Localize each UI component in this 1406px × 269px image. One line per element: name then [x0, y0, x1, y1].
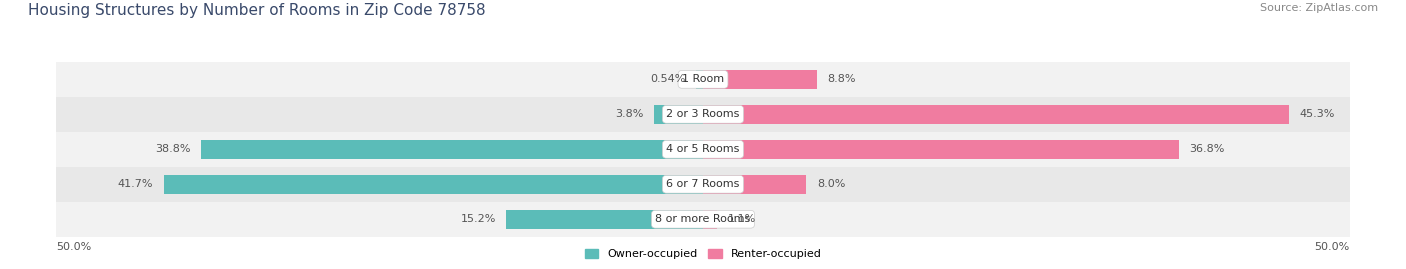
Bar	[703, 140, 1180, 159]
Bar	[56, 62, 1350, 97]
Bar	[654, 105, 703, 124]
Text: 4 or 5 Rooms: 4 or 5 Rooms	[666, 144, 740, 154]
Text: Source: ZipAtlas.com: Source: ZipAtlas.com	[1260, 3, 1378, 13]
Bar	[703, 105, 1289, 124]
Bar	[703, 210, 717, 229]
Text: 6 or 7 Rooms: 6 or 7 Rooms	[666, 179, 740, 189]
Text: 1 Room: 1 Room	[682, 74, 724, 84]
Bar	[163, 175, 703, 194]
Bar	[56, 97, 1350, 132]
Bar	[506, 210, 703, 229]
Bar	[201, 140, 703, 159]
Bar	[703, 70, 817, 89]
Text: Housing Structures by Number of Rooms in Zip Code 78758: Housing Structures by Number of Rooms in…	[28, 3, 485, 18]
Bar	[56, 202, 1350, 237]
Text: 1.1%: 1.1%	[727, 214, 756, 224]
Legend: Owner-occupied, Renter-occupied: Owner-occupied, Renter-occupied	[581, 244, 825, 263]
Bar	[696, 70, 703, 89]
Text: 8.0%: 8.0%	[817, 179, 845, 189]
Bar	[703, 175, 807, 194]
Bar	[56, 132, 1350, 167]
Text: 50.0%: 50.0%	[1315, 242, 1350, 252]
Text: 15.2%: 15.2%	[461, 214, 496, 224]
Text: 2 or 3 Rooms: 2 or 3 Rooms	[666, 109, 740, 119]
Text: 38.8%: 38.8%	[155, 144, 191, 154]
Text: 50.0%: 50.0%	[56, 242, 91, 252]
Text: 8 or more Rooms: 8 or more Rooms	[655, 214, 751, 224]
Text: 8.8%: 8.8%	[827, 74, 856, 84]
Bar	[56, 167, 1350, 202]
Text: 0.54%: 0.54%	[651, 74, 686, 84]
Text: 36.8%: 36.8%	[1189, 144, 1225, 154]
Text: 3.8%: 3.8%	[614, 109, 644, 119]
Text: 41.7%: 41.7%	[118, 179, 153, 189]
Text: 45.3%: 45.3%	[1299, 109, 1334, 119]
